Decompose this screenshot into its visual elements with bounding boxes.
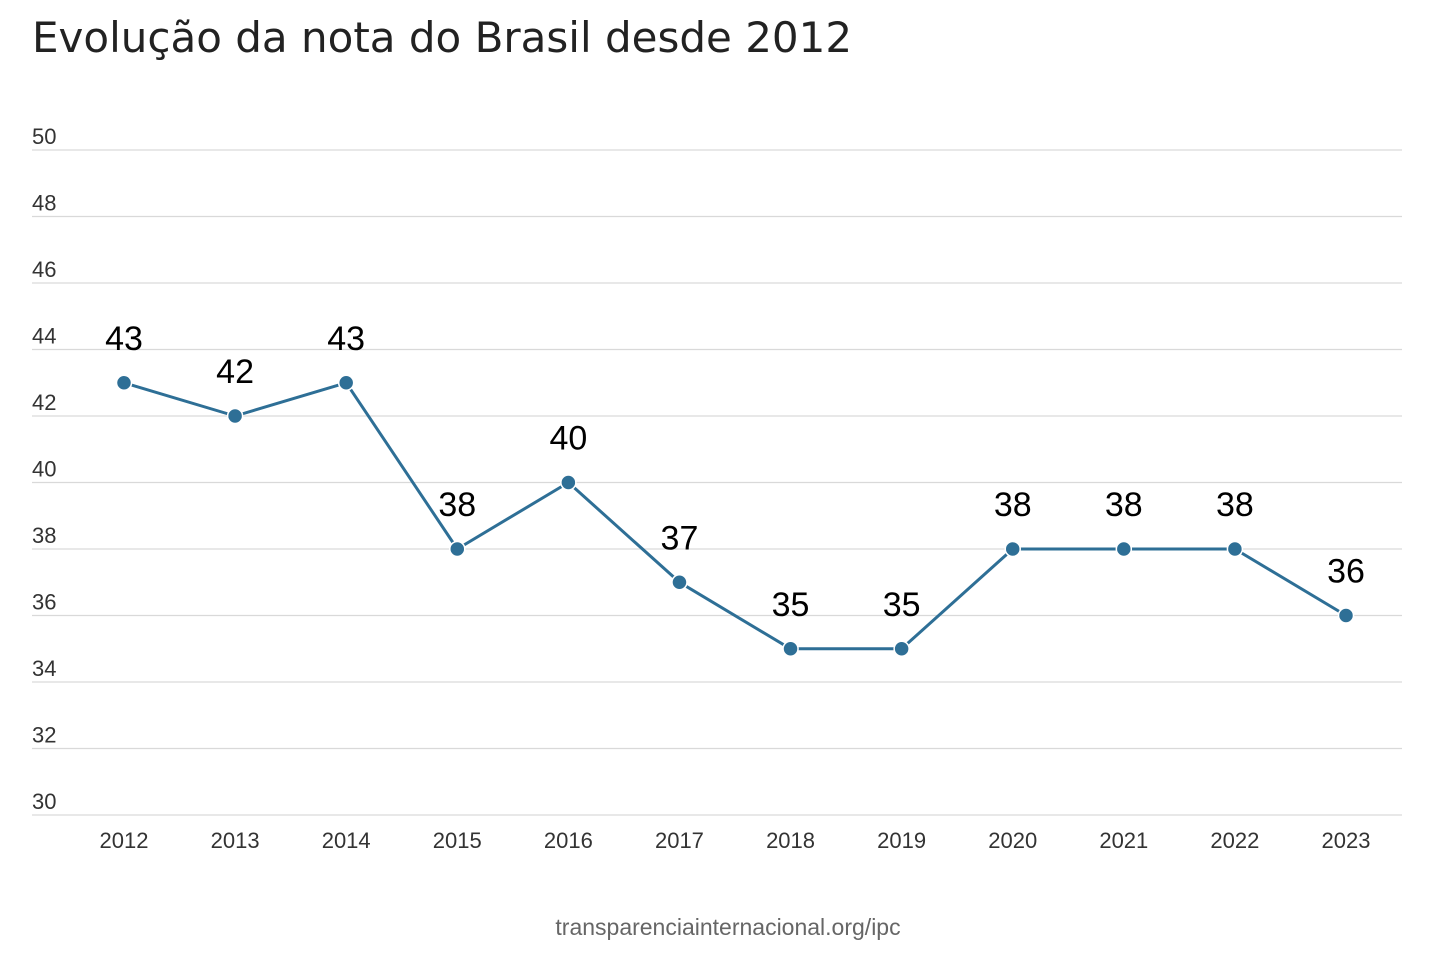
data-points <box>115 374 1355 657</box>
x-tick-label: 2022 <box>1210 828 1259 853</box>
y-axis-ticks: 30 32 34 36 38 40 42 44 46 48 50 <box>32 124 56 814</box>
data-label: 42 <box>216 353 254 391</box>
data-point <box>671 574 688 591</box>
chart-title: Evolução da nota do Brasil desde 2012 <box>32 13 853 62</box>
x-tick-label: 2015 <box>433 828 482 853</box>
data-point <box>782 640 799 657</box>
y-tick-label: 36 <box>32 590 56 615</box>
y-tick-label: 48 <box>32 191 56 216</box>
x-tick-label: 2013 <box>211 828 260 853</box>
data-point <box>115 374 133 391</box>
x-axis-ticks: 2012 2013 2014 2015 2016 2017 2018 2019 2020 2021… <box>100 828 1371 853</box>
y-tick-label: 34 <box>32 656 56 681</box>
data-point <box>1226 540 1244 558</box>
x-tick-label: 2017 <box>655 828 704 853</box>
x-tick-label: 2020 <box>988 828 1037 853</box>
data-label: 38 <box>1216 486 1254 524</box>
data-label: 37 <box>661 519 699 557</box>
data-point <box>449 540 466 558</box>
data-label: 40 <box>549 420 587 458</box>
x-tick-label: 2016 <box>544 828 593 853</box>
y-tick-label: 42 <box>32 390 56 415</box>
y-tick-label: 32 <box>32 723 56 748</box>
data-label: 43 <box>105 320 143 358</box>
data-labels: 43 42 43 38 40 37 35 35 38 38 38 36 <box>105 320 1365 624</box>
y-tick-label: 50 <box>32 124 56 149</box>
data-label: 38 <box>1105 486 1143 524</box>
y-tick-label: 38 <box>32 523 56 548</box>
data-point <box>226 407 244 425</box>
y-tick-label: 46 <box>32 257 56 282</box>
data-point <box>1337 607 1355 624</box>
x-tick-label: 2023 <box>1322 828 1371 853</box>
series-polyline <box>122 381 1348 651</box>
data-label: 35 <box>883 586 921 624</box>
x-tick-label: 2012 <box>100 828 149 853</box>
data-label: 35 <box>772 586 810 624</box>
x-tick-label: 2014 <box>322 828 371 853</box>
data-point <box>1004 540 1021 558</box>
data-point <box>560 474 577 491</box>
source-note: transparenciainternacional.org/ipc <box>555 914 901 940</box>
y-tick-label: 40 <box>32 457 56 482</box>
data-label: 36 <box>1327 553 1365 591</box>
x-tick-label: 2018 <box>766 828 815 853</box>
x-tick-label: 2021 <box>1099 828 1148 853</box>
data-label: 43 <box>327 320 365 358</box>
data-label: 38 <box>994 486 1032 524</box>
data-point <box>337 374 355 391</box>
data-point <box>1115 540 1133 558</box>
x-tick-label: 2019 <box>877 828 926 853</box>
gridlines <box>32 149 1402 816</box>
data-label: 38 <box>438 486 476 524</box>
y-tick-label: 30 <box>32 789 56 814</box>
series-line <box>122 381 1348 651</box>
y-tick-label: 44 <box>32 324 56 349</box>
data-point <box>893 640 910 657</box>
